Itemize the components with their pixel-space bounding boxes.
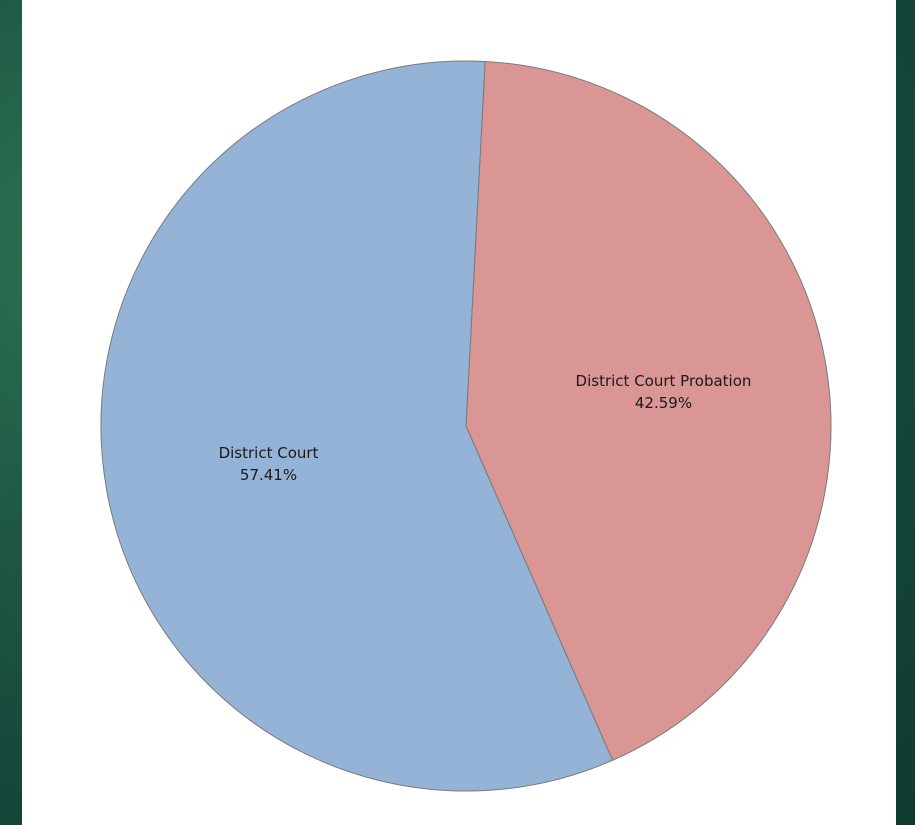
pie-chart: District Court Probation 42.59% District C… <box>100 60 832 792</box>
slice-label-name: District Court Probation <box>576 372 752 390</box>
slice-label-percent: 42.59% <box>635 394 692 412</box>
slice-label-percent: 57.41% <box>240 466 297 484</box>
pie-slice-district-court-probation <box>465 60 832 761</box>
slice-label-name: District Court <box>219 444 319 462</box>
pie-slice-district-court <box>100 60 614 792</box>
chart-panel: District Court Probation 42.59% District C… <box>22 0 896 825</box>
